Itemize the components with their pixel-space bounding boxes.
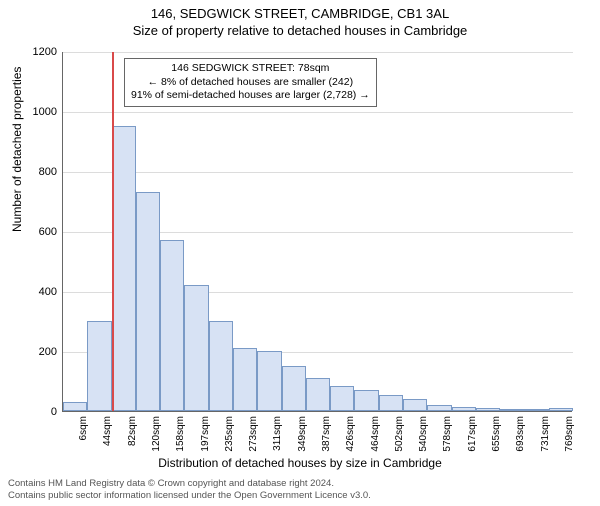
x-tick-label: 502sqm	[394, 416, 405, 456]
x-tick-label: 235sqm	[224, 416, 235, 456]
histogram-bar	[282, 366, 306, 411]
histogram-bar	[403, 399, 427, 411]
y-tick-label: 800	[17, 166, 57, 178]
x-tick-label: 273sqm	[248, 416, 259, 456]
footer: Contains HM Land Registry data © Crown c…	[8, 478, 371, 502]
y-tick-label: 600	[17, 226, 57, 238]
grid-line	[63, 52, 573, 53]
x-tick-label: 82sqm	[127, 416, 138, 456]
histogram-bar	[354, 390, 378, 411]
histogram-bar	[500, 409, 524, 411]
x-tick-label: 158sqm	[175, 416, 186, 456]
footer-line1: Contains HM Land Registry data © Crown c…	[8, 478, 371, 490]
x-tick-label: 197sqm	[200, 416, 211, 456]
footer-line2: Contains public sector information licen…	[8, 490, 371, 502]
info-box-line1: 146 SEDGWICK STREET: 78sqm	[131, 62, 370, 76]
histogram-bar	[87, 321, 111, 411]
y-tick-label: 0	[17, 406, 57, 418]
x-tick-label: 349sqm	[297, 416, 308, 456]
info-box: 146 SEDGWICK STREET: 78sqm ← 8% of detac…	[124, 58, 377, 107]
histogram-bar	[452, 407, 476, 412]
x-axis-label: Distribution of detached houses by size …	[0, 456, 600, 470]
property-marker-line	[112, 52, 114, 411]
x-tick-label: 311sqm	[272, 416, 283, 456]
x-tick-label: 6sqm	[78, 416, 89, 456]
histogram-bar	[63, 402, 87, 411]
x-tick-label: 655sqm	[491, 416, 502, 456]
x-tick-label: 731sqm	[540, 416, 551, 456]
x-tick-label: 44sqm	[102, 416, 113, 456]
histogram-bar	[209, 321, 233, 411]
chart-area: 0200400600800100012006sqm44sqm82sqm120sq…	[62, 52, 572, 412]
histogram-bar	[476, 408, 500, 411]
x-tick-label: 540sqm	[418, 416, 429, 456]
histogram-bar	[524, 409, 548, 411]
histogram-bar	[549, 408, 573, 411]
x-tick-label: 617sqm	[467, 416, 478, 456]
y-tick-label: 200	[17, 346, 57, 358]
info-box-line2: ← 8% of detached houses are smaller (242…	[131, 76, 370, 90]
histogram-bar	[330, 386, 354, 412]
histogram-bar	[306, 378, 330, 411]
page-title: 146, SEDGWICK STREET, CAMBRIDGE, CB1 3AL	[0, 6, 600, 21]
y-tick-label: 1000	[17, 106, 57, 118]
histogram-bar	[184, 285, 208, 411]
x-tick-label: 120sqm	[151, 416, 162, 456]
x-tick-label: 769sqm	[564, 416, 575, 456]
x-tick-label: 387sqm	[321, 416, 332, 456]
grid-line	[63, 172, 573, 173]
x-tick-label: 578sqm	[442, 416, 453, 456]
chart-subtitle: Size of property relative to detached ho…	[0, 23, 600, 38]
histogram-bar	[136, 192, 160, 411]
histogram-bar	[233, 348, 257, 411]
histogram-bar	[427, 405, 451, 411]
x-tick-label: 464sqm	[370, 416, 381, 456]
x-tick-label: 426sqm	[345, 416, 356, 456]
histogram-bar	[160, 240, 184, 411]
y-axis-label: Number of detached properties	[10, 67, 24, 232]
histogram-bar	[112, 126, 136, 411]
histogram-bar	[257, 351, 281, 411]
y-tick-label: 1200	[17, 46, 57, 58]
y-tick-label: 400	[17, 286, 57, 298]
histogram-bar	[379, 395, 403, 412]
x-tick-label: 693sqm	[515, 416, 526, 456]
info-box-line3: 91% of semi-detached houses are larger (…	[131, 89, 370, 103]
grid-line	[63, 112, 573, 113]
